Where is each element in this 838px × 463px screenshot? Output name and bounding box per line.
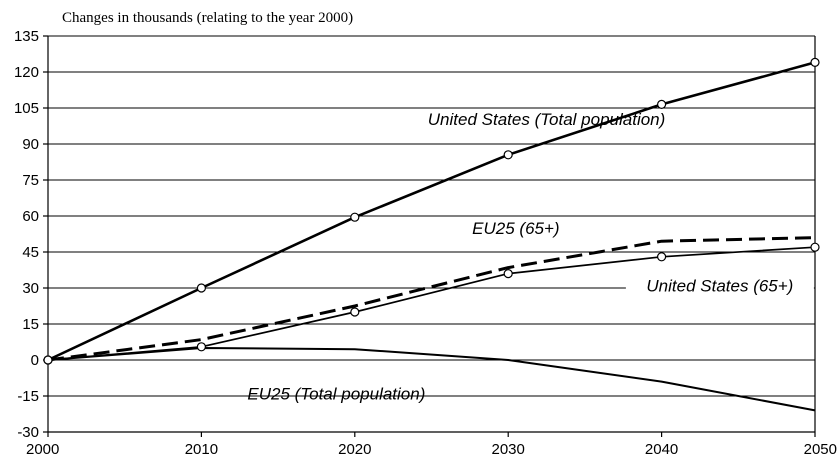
y-tick-label: 15 bbox=[22, 316, 39, 333]
series-point bbox=[350, 307, 360, 317]
y-tick-label: 60 bbox=[22, 208, 39, 225]
series-point bbox=[503, 269, 513, 279]
y-tick-label: 45 bbox=[22, 244, 39, 261]
series-point bbox=[810, 242, 820, 252]
y-axis-ticks: 135 120 105 90 75 60 45 30 15 0 -15 -30 bbox=[14, 28, 48, 441]
series-point bbox=[503, 150, 513, 160]
y-tick-label: 75 bbox=[22, 172, 39, 189]
series-line-4 bbox=[47, 347, 816, 412]
series-label-3: United States (65+) bbox=[646, 277, 793, 296]
x-axis-ticks: 2000 2010 2020 2030 2040 2050 bbox=[26, 432, 837, 458]
x-tick-label: 2000 bbox=[26, 441, 59, 458]
x-tick-label: 2030 bbox=[492, 441, 525, 458]
series-line-1 bbox=[47, 61, 816, 362]
series-label-1: United States (Total population) bbox=[428, 110, 666, 129]
series-point bbox=[196, 283, 206, 293]
y-tick-label: 120 bbox=[14, 64, 39, 81]
series-point bbox=[196, 342, 206, 352]
y-tick-label: 105 bbox=[14, 100, 39, 117]
x-tick-label: 2020 bbox=[338, 441, 371, 458]
y-tick-label: 30 bbox=[22, 280, 39, 297]
chart-title: Changes in thousands (relating to the ye… bbox=[62, 10, 353, 26]
x-tick-label: 2040 bbox=[645, 441, 678, 458]
series-point bbox=[656, 252, 667, 262]
y-tick-label: -15 bbox=[17, 388, 39, 405]
series-point bbox=[43, 355, 53, 365]
series-line-2 bbox=[47, 236, 816, 362]
series-lines bbox=[47, 61, 816, 412]
x-tick-label: 2050 bbox=[804, 441, 837, 458]
series-point bbox=[810, 57, 820, 68]
x-tick-label: 2010 bbox=[185, 441, 218, 458]
y-tick-label: 0 bbox=[31, 352, 39, 369]
series-label-4: EU25 (Total population) bbox=[247, 385, 425, 404]
series-label-background bbox=[625, 278, 814, 299]
series-point bbox=[656, 99, 667, 110]
gridlines bbox=[47, 35, 816, 433]
y-tick-label: -30 bbox=[17, 424, 39, 441]
series-labels: United States (Total population) EU25 (65… bbox=[247, 110, 814, 404]
series-point bbox=[350, 212, 360, 222]
y-tick-label: 90 bbox=[22, 136, 39, 153]
series-line-3 bbox=[47, 246, 816, 361]
series-markers bbox=[43, 57, 820, 365]
y-tick-label: 135 bbox=[14, 28, 39, 45]
series-label-2: EU25 (65+) bbox=[472, 219, 559, 238]
